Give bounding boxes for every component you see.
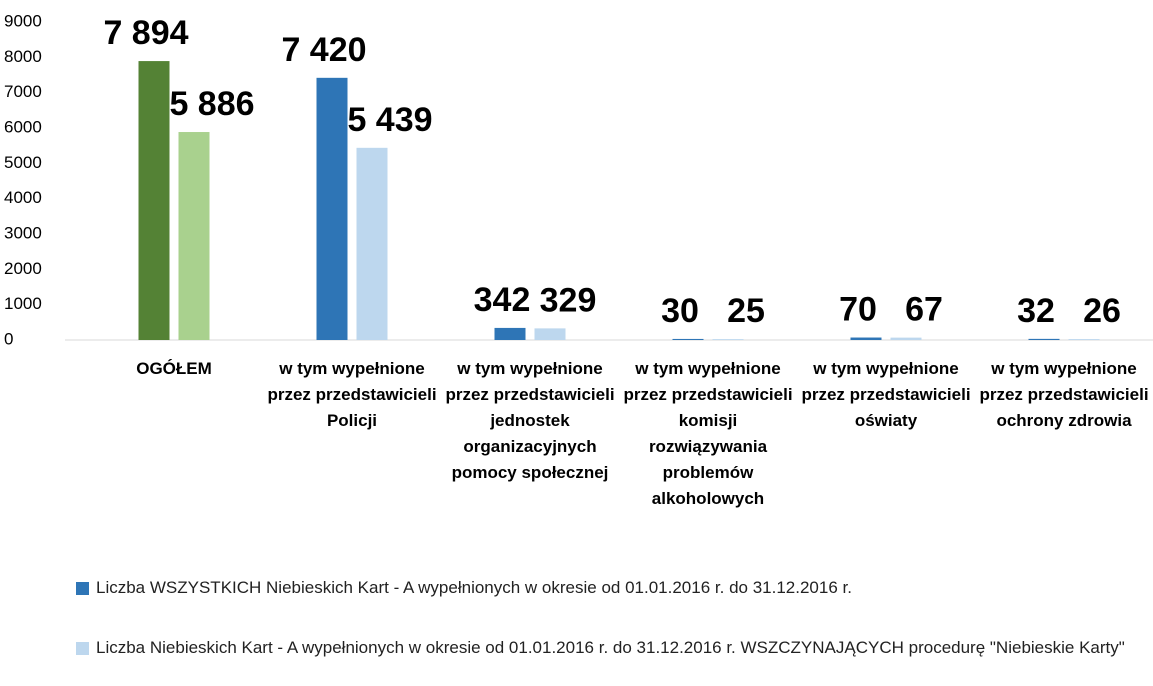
value-label: 5 886 [169, 85, 254, 123]
y-tick-label: 3000 [4, 223, 42, 242]
bar [356, 147, 388, 340]
bar [138, 61, 170, 340]
value-label: 7 420 [281, 31, 366, 69]
y-tick-label: 4000 [4, 188, 42, 207]
x-tick-label: w tym wypełnione przez przedstawicieli o… [801, 359, 971, 430]
y-tick-label: 1000 [4, 294, 42, 313]
value-label: 30 [661, 292, 699, 330]
value-label: 25 [727, 292, 765, 330]
value-label: 5 439 [347, 101, 432, 139]
y-tick-label: 8000 [4, 47, 42, 66]
value-label: 70 [839, 291, 877, 329]
y-tick-label: 9000 [4, 11, 42, 30]
legend-entry: Liczba Niebieskich Kart - A wypełnionych… [76, 636, 1153, 660]
legend-swatch [76, 642, 89, 655]
x-tick-label: OGÓŁEM [136, 359, 212, 378]
legend-entry: Liczba WSZYSTKICH Niebieskich Kart - A w… [76, 576, 1153, 600]
x-tick-label: w tym wypełnione przez przedstawicieli k… [623, 359, 793, 508]
value-label: 7 894 [103, 14, 188, 52]
value-label: 32 [1017, 292, 1055, 330]
value-label: 329 [540, 281, 597, 319]
y-tick-label: 7000 [4, 82, 42, 101]
bar [712, 339, 744, 340]
bar [1068, 339, 1100, 340]
bar [178, 132, 210, 340]
bar [850, 337, 882, 340]
bar [1028, 338, 1060, 340]
legend-swatch [76, 582, 89, 595]
legend-label: Liczba Niebieskich Kart - A wypełnionych… [96, 638, 1125, 657]
y-tick-label: 6000 [4, 117, 42, 136]
value-label: 26 [1083, 292, 1121, 330]
bar [672, 338, 704, 340]
x-tick-label: w tym wypełnione przez przedstawicieli P… [267, 359, 437, 430]
x-tick-label: w tym wypełnione przez przedstawicieli j… [445, 359, 615, 482]
bar [534, 328, 566, 340]
y-tick-label: 5000 [4, 153, 42, 172]
bar [494, 327, 526, 340]
value-label: 342 [474, 281, 531, 319]
value-label: 67 [905, 291, 943, 329]
bar [316, 77, 348, 341]
x-tick-label: w tym wypełnione przez przedstawicieli o… [979, 359, 1149, 430]
legend-label: Liczba WSZYSTKICH Niebieskich Kart - A w… [96, 578, 852, 597]
y-tick-label: 2000 [4, 259, 42, 278]
bar [890, 337, 922, 340]
y-tick-label: 0 [4, 329, 13, 348]
